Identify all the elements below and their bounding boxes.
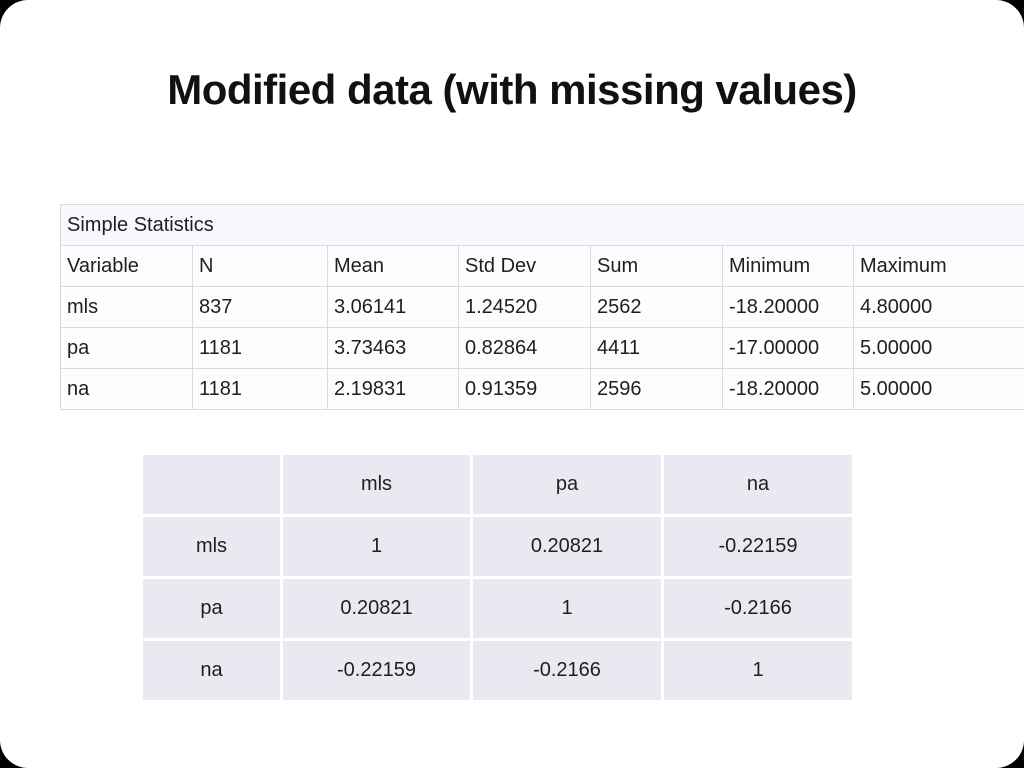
- table-caption-row: Simple Statistics: [59, 204, 1024, 246]
- simple-statistics-table: Simple Statistics Variable N Mean Std De…: [59, 204, 1024, 410]
- table-cell: 0.82864: [458, 327, 591, 369]
- table-cell: 5.00000: [852, 327, 1024, 369]
- table-cell: 1: [664, 641, 852, 700]
- table-cell: 2562: [590, 286, 723, 328]
- table-cell: -17.00000: [722, 327, 854, 369]
- row-header: mls: [143, 517, 280, 576]
- column-header: Maximum: [852, 245, 1024, 287]
- table-row: pa 0.20821 1 -0.2166: [143, 579, 852, 638]
- page-title: Modified data (with missing values): [167, 66, 857, 113]
- table-cell: -0.22159: [283, 641, 470, 700]
- table-row: mls 1 0.20821 -0.22159: [143, 517, 852, 576]
- table-cell: 0.91359: [458, 368, 591, 410]
- column-header: pa: [473, 455, 661, 514]
- table-header-row: Variable N Mean Std Dev Sum Minimum Maxi…: [60, 245, 1024, 287]
- table-row: na 1181 2.19831 0.91359 2596 -18.20000 5…: [60, 368, 1024, 410]
- column-header: Variable: [60, 245, 193, 287]
- table-cell: mls: [60, 286, 193, 328]
- table-cell: 5.00000: [852, 368, 1024, 410]
- table-cell: 1: [283, 517, 470, 576]
- table-cell: 4.80000: [852, 286, 1024, 328]
- table-cell: -18.20000: [722, 286, 854, 328]
- column-header: na: [664, 455, 852, 514]
- table-cell: 2.19831: [327, 368, 459, 410]
- table-cell: -0.22159: [664, 517, 852, 576]
- table-cell: 3.06141: [327, 286, 459, 328]
- column-header: Minimum: [722, 245, 854, 287]
- table-cell: 0.20821: [473, 517, 661, 576]
- table-row: mls 837 3.06141 1.24520 2562 -18.20000 4…: [60, 286, 1024, 328]
- column-header: N: [192, 245, 328, 287]
- table-cell: -18.20000: [722, 368, 854, 410]
- row-header: na: [143, 641, 280, 700]
- column-header: mls: [283, 455, 470, 514]
- table-cell: 0.20821: [283, 579, 470, 638]
- table-cell: 3.73463: [327, 327, 459, 369]
- table-cell: pa: [60, 327, 193, 369]
- column-header: Mean: [327, 245, 459, 287]
- table-cell: -0.2166: [664, 579, 852, 638]
- table-cell: 837: [192, 286, 328, 328]
- table-caption: Simple Statistics: [59, 204, 1024, 246]
- corner-cell: [143, 455, 280, 514]
- column-header: Std Dev: [458, 245, 591, 287]
- table-cell: 1.24520: [458, 286, 591, 328]
- table-cell: -0.2166: [473, 641, 661, 700]
- row-header: pa: [143, 579, 280, 638]
- table-header-row: mls pa na: [143, 455, 852, 514]
- column-header: Sum: [590, 245, 723, 287]
- table-cell: 4411: [590, 327, 723, 369]
- table-cell: na: [60, 368, 193, 410]
- table-row: pa 1181 3.73463 0.82864 4411 -17.00000 5…: [60, 327, 1024, 369]
- correlation-table: mls pa na mls 1 0.20821 -0.22159 pa 0.20…: [140, 452, 855, 703]
- table-cell: 2596: [590, 368, 723, 410]
- table-row: na -0.22159 -0.2166 1: [143, 641, 852, 700]
- table-cell: 1: [473, 579, 661, 638]
- table-cell: 1181: [192, 368, 328, 410]
- table-cell: 1181: [192, 327, 328, 369]
